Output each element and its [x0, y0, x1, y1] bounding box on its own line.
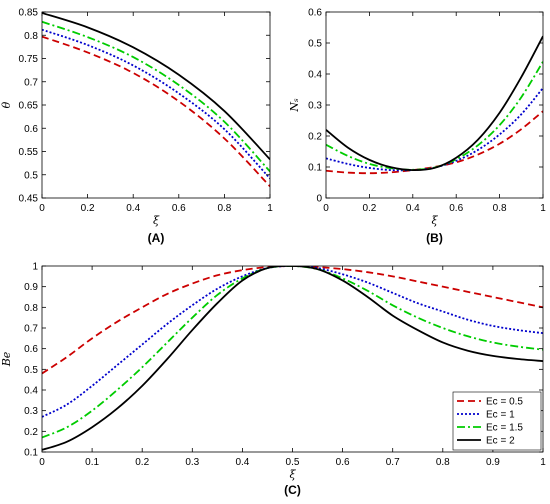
- legend-label-2: Ec = 1: [486, 410, 515, 421]
- x-tick-label-0-2: 0.2: [135, 457, 149, 468]
- x-tick-label-0: 0: [39, 203, 45, 214]
- y-tick-label-0-5: 0.5: [24, 365, 38, 376]
- y-tick-label-1: 1: [32, 262, 38, 273]
- series-line-4: [326, 35, 543, 172]
- legend-label-3: Ec = 1.5: [486, 423, 523, 434]
- y-tick-label-0-4: 0.4: [24, 386, 38, 397]
- x-tick-label-0-6: 0.6: [449, 203, 463, 214]
- legend: Ec = 0.5 Ec = 1 Ec = 1.5 Ec = 2: [452, 391, 542, 451]
- x-tick-label-0: 0: [323, 203, 329, 214]
- x-tick-label-0-6: 0.6: [336, 457, 350, 468]
- x-tick-label-0-1: 0.1: [85, 457, 99, 468]
- y-tick-label-0-3: 0.3: [308, 101, 322, 112]
- y-tick-label-0-7: 0.7: [24, 77, 38, 88]
- y-tick-label-0-6: 0.6: [24, 124, 38, 135]
- series-line-3: [42, 20, 270, 173]
- legend-label-1: Ec = 0.5: [486, 397, 523, 408]
- series-line-2: [42, 28, 270, 180]
- x-tick-label-0-4: 0.4: [406, 203, 420, 214]
- x-tick-label-0-8: 0.8: [493, 203, 507, 214]
- panel-label: (C): [284, 483, 301, 497]
- x-tick-label-0-8: 0.8: [436, 457, 450, 468]
- y-tick-label-0-7: 0.7: [24, 324, 38, 335]
- y-tick-label-0-6: 0.6: [24, 344, 38, 355]
- series-group: [326, 35, 543, 175]
- y-tick-label-0-1: 0.1: [24, 448, 38, 459]
- x-tick-label-0-9: 0.9: [486, 457, 500, 468]
- panel-a: 0 0.2 0.4 0.6 0.8 1 0.45 0.5 0.55 0.6 0.65 0.7 0.75 0…: [0, 8, 273, 246]
- x-tick-label-1: 1: [540, 457, 546, 468]
- x-tick-label-0-2: 0.2: [362, 203, 376, 214]
- y-tick-label-0-1: 0.1: [308, 163, 322, 174]
- y-tick-label-0-2: 0.2: [24, 427, 38, 438]
- x-tick-label-0-2: 0.2: [81, 203, 95, 214]
- x-tick-label-0-6: 0.6: [172, 203, 186, 214]
- y-tick-label-0-5: 0.5: [24, 170, 38, 181]
- x-tick-label-0-4: 0.4: [235, 457, 249, 468]
- y-tick-label-0-4: 0.4: [308, 70, 322, 81]
- y-tick-label-0-65: 0.65: [19, 101, 39, 112]
- series-line-2: [42, 266, 543, 418]
- y-tick-label-0-8: 0.8: [24, 31, 38, 42]
- y-tick-label-0-55: 0.55: [19, 147, 39, 158]
- x-tick-label-0: 0: [39, 457, 45, 468]
- y-tick-label-0-9: 0.9: [24, 282, 38, 293]
- y-tick-label-0-85: 0.85: [19, 8, 39, 19]
- y-tick-label-0-45: 0.45: [19, 194, 39, 205]
- y-tick-label-0-2: 0.2: [308, 132, 322, 143]
- x-tick-label-0-7: 0.7: [386, 457, 400, 468]
- y-tick-label-0-5: 0.5: [308, 39, 322, 50]
- series-line-1: [326, 110, 543, 175]
- x-tick-label-0-3: 0.3: [185, 457, 199, 468]
- x-tick-label-0-8: 0.8: [217, 203, 231, 214]
- y-tick-label-0: 0: [316, 194, 322, 205]
- y-axis-label: Be: [0, 351, 13, 367]
- y-tick-label-0-6: 0.6: [308, 8, 322, 19]
- legend-label-4: Ec = 2: [486, 436, 515, 447]
- y-tick-label-0-75: 0.75: [19, 54, 39, 65]
- x-axis-label: ξ: [289, 468, 296, 481]
- series-group: [42, 266, 543, 451]
- x-axis-label: ξ: [153, 214, 160, 227]
- panel-b: 0 0.2 0.4 0.6 0.8 1 0 0.1 0.2 0.3 0.4 0.5 0.6 ξ Nₛ (B): [288, 8, 546, 246]
- series-line-1: [42, 266, 543, 375]
- series-group: [42, 12, 270, 188]
- series-line-1: [42, 35, 270, 188]
- x-axis-label: ξ: [431, 214, 438, 227]
- y-tick-label-0-8: 0.8: [24, 303, 38, 314]
- panel-c: 0 0.1 0.2 0.3 0.4 0.5 0.6 0.7 0.8 0.9 10.10.20.30.…: [0, 262, 546, 498]
- series-line-4: [42, 12, 270, 161]
- series-line-4: [42, 266, 543, 451]
- y-axis-label: θ: [0, 101, 13, 108]
- y-axis-label: Nₛ: [288, 98, 301, 113]
- panel-label: (A): [148, 231, 165, 245]
- y-tick-label-0-3: 0.3: [24, 406, 38, 417]
- x-tick-label-0-5: 0.5: [286, 457, 300, 468]
- x-tick-label-1: 1: [540, 203, 546, 214]
- series-line-3: [42, 266, 543, 439]
- x-tick-label-0-4: 0.4: [126, 203, 140, 214]
- panel-label: (B): [426, 231, 443, 245]
- x-tick-label-1: 1: [267, 203, 273, 214]
